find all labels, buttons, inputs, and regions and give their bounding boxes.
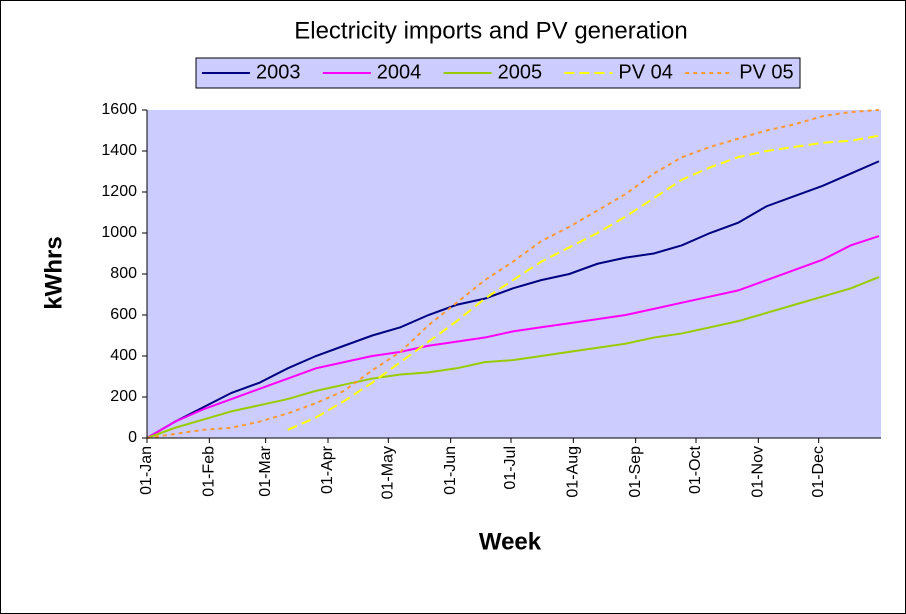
legend-box [195,57,801,89]
y-tick-label: 1000 [101,224,137,241]
y-tick-label: 200 [110,388,137,405]
x-tick-label: 01-Apr [319,445,336,494]
x-tick-label: 01-May [380,446,397,499]
x-tick-label: 01-Jun [442,446,459,495]
series-line [146,235,880,439]
legend-label: PV 05 [739,61,793,83]
y-tick-label: 1400 [101,142,137,159]
series-line [146,160,880,439]
series-line [287,134,880,431]
legend-label: 2004 [377,61,422,83]
y-tick-label: 800 [110,265,137,282]
x-tick-label: 01-Mar [257,445,274,496]
legend-label: 2005 [498,61,542,83]
x-tick-label: 01-Jul [502,446,519,490]
y-tick-label: 600 [110,306,137,323]
series-line [146,276,880,439]
plot-area [147,110,881,438]
y-axis-label: kWhrs [40,236,67,309]
x-tick-label: 01-Nov [750,446,767,498]
y-tick-label: 0 [128,429,137,446]
x-tick-label: 01-Jan [138,446,155,495]
legend-label: PV 04 [618,61,672,83]
y-tick-label: 1600 [101,101,137,118]
chart-title: Electricity imports and PV generation [294,17,688,44]
legend-label: 2003 [256,61,301,83]
x-tick-label: 01-Dec [810,446,827,498]
x-tick-label: 01-Oct [687,445,704,494]
x-tick-label: 01-Sep [627,446,644,498]
series-line [146,109,880,439]
y-tick-label: 1200 [101,183,137,200]
x-axis-label: Week [479,528,542,555]
x-tick-label: 01-Aug [565,446,582,498]
x-tick-label: 01-Feb [201,446,218,497]
y-tick-label: 400 [110,347,137,364]
